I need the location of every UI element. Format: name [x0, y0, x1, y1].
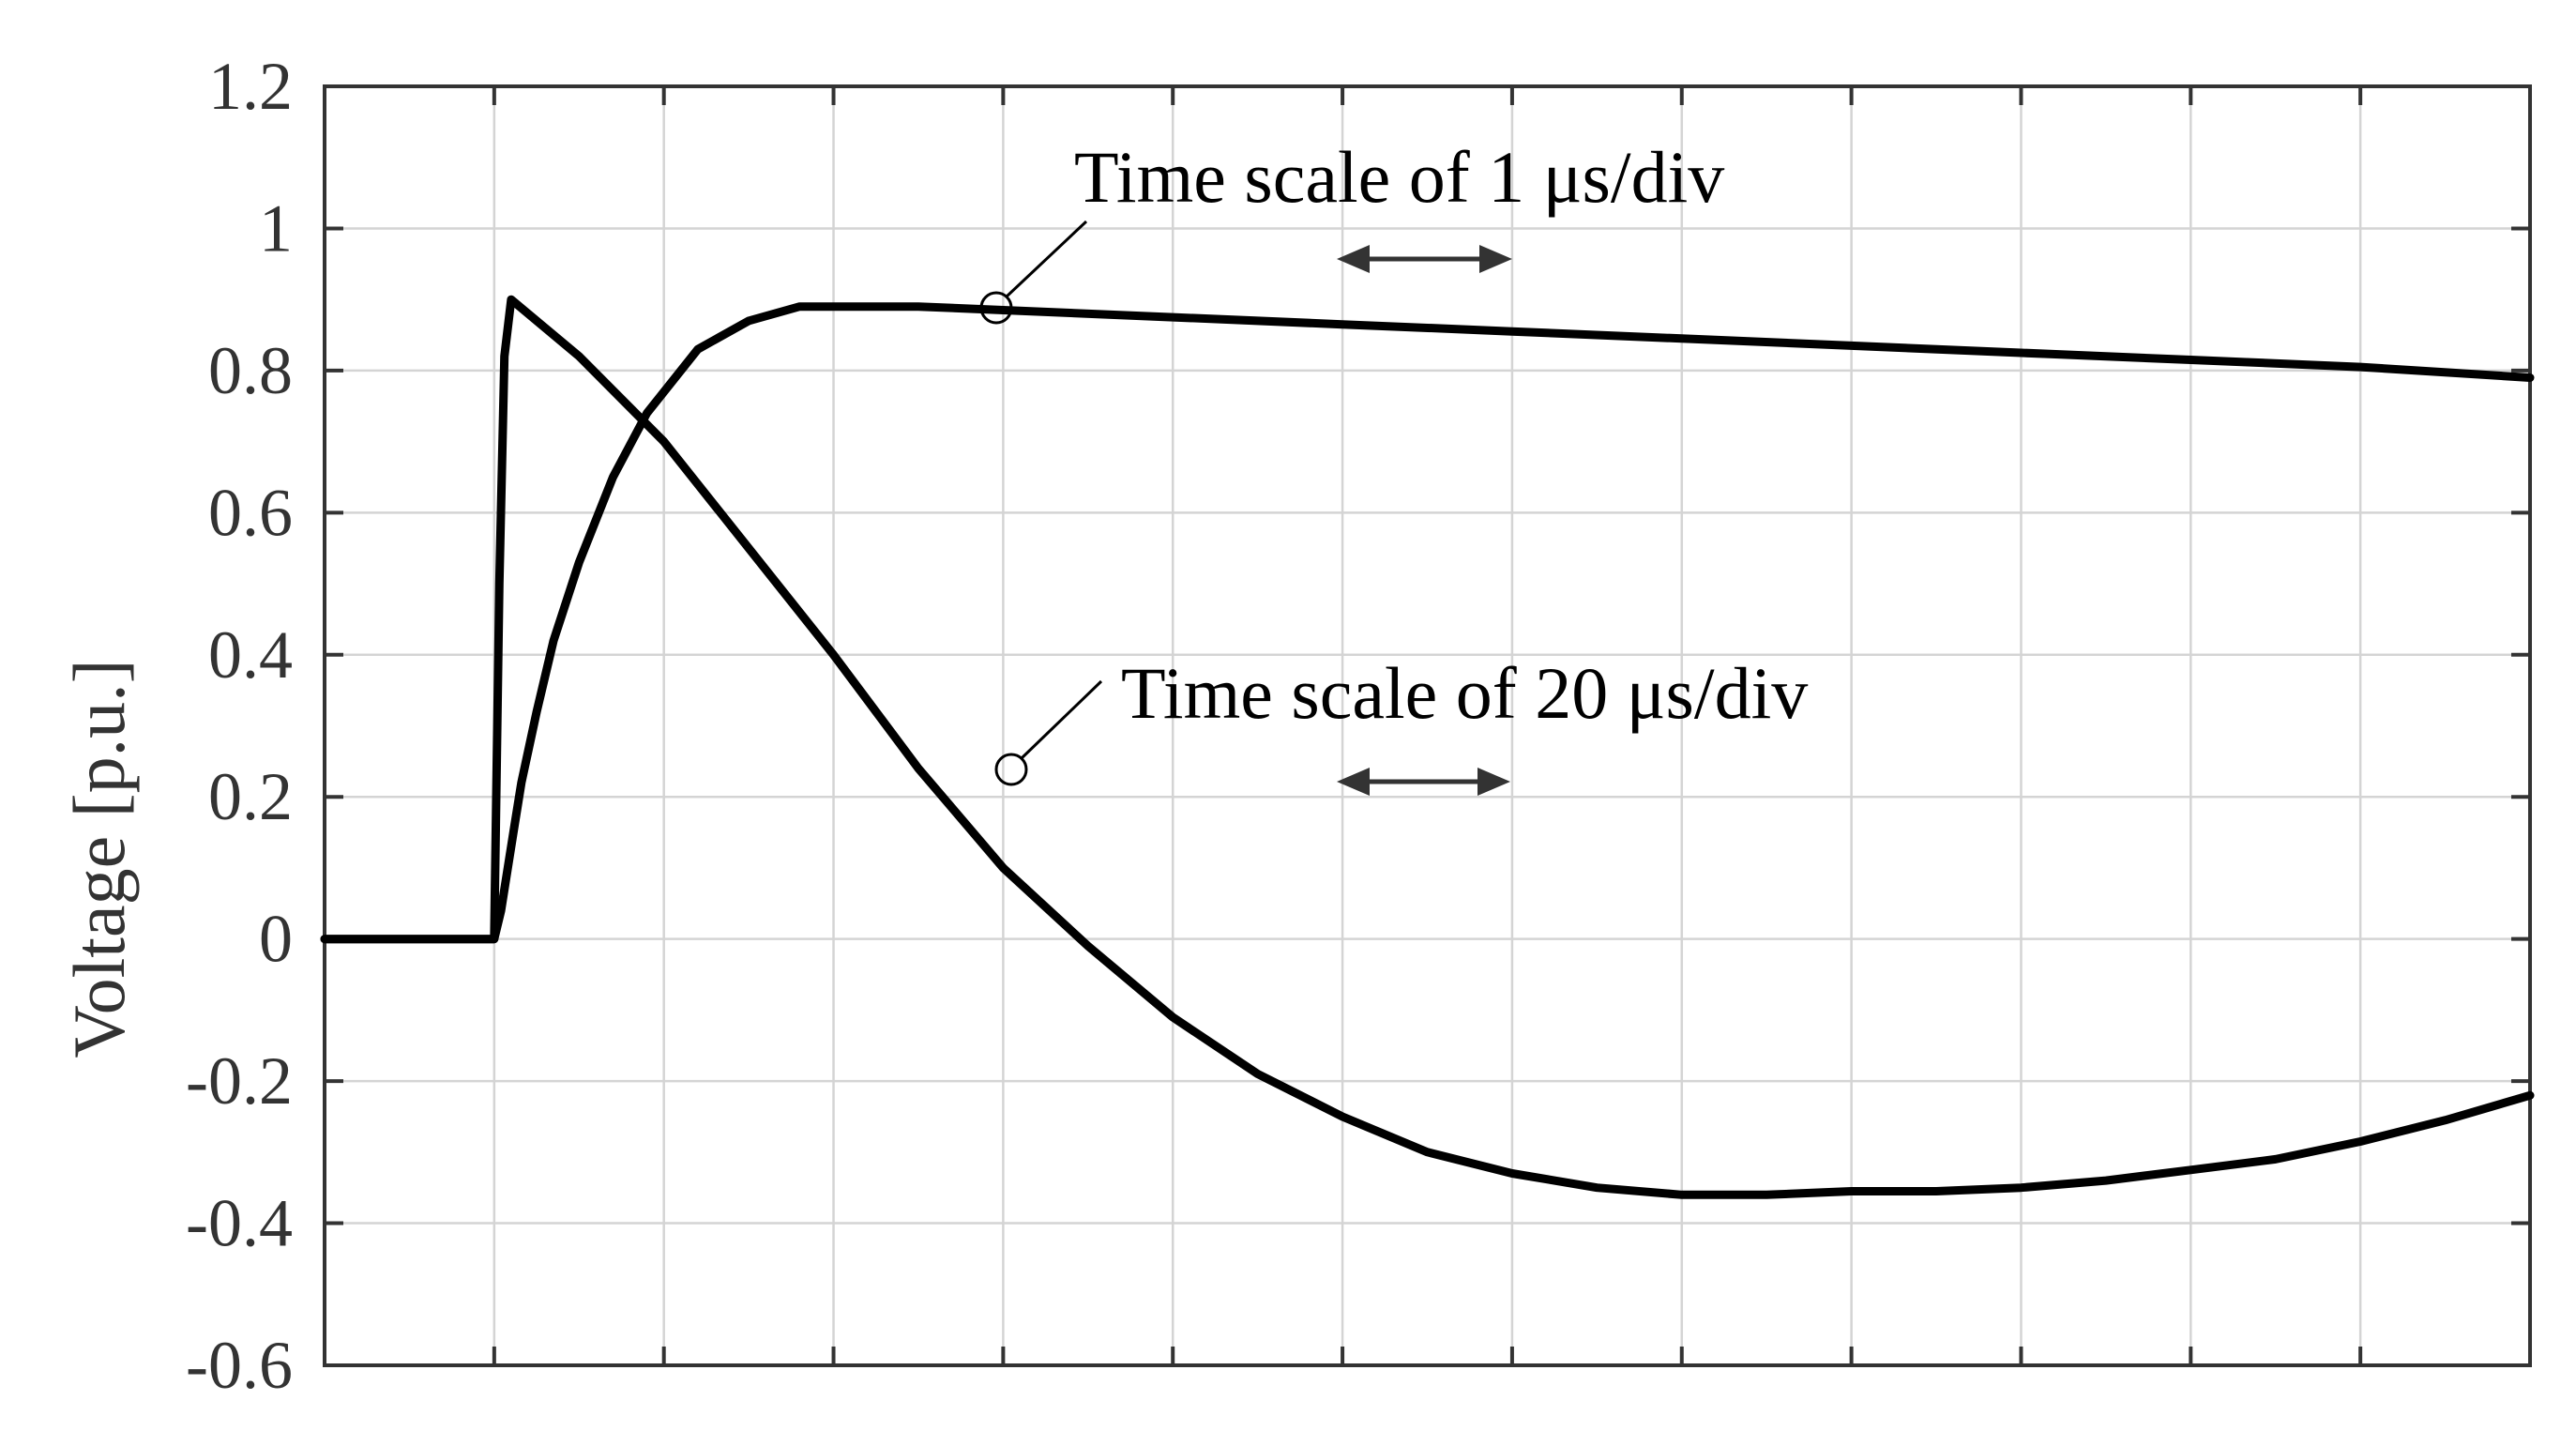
annotation-20us-marker — [994, 753, 1028, 786]
double-arrow-1us — [1337, 245, 1512, 273]
series-line-1 — [320, 302, 2535, 944]
annotation-20us-leader — [1020, 679, 1103, 760]
y-tick-label: 0.4 — [208, 617, 293, 693]
y-axis-ticks — [325, 84, 2530, 1367]
y-tick-label: 1 — [259, 190, 293, 266]
annotation-20us: Time scale of 20 μs/div — [994, 652, 1808, 796]
y-tick-label: 1.2 — [208, 49, 293, 124]
y-tick-label: -0.6 — [186, 1328, 293, 1403]
y-tick-label: 0.6 — [208, 475, 293, 550]
y-tick-label: -0.2 — [186, 1043, 293, 1119]
annotation-1us: Time scale of 1 μs/div — [979, 136, 1724, 325]
y-axis-tick-labels: 1.2 1 0.8 0.6 0.4 0.2 0 -0.2 -0.4 -0.6 — [186, 49, 293, 1403]
y-tick-label: 0 — [259, 902, 293, 977]
y-tick-label: -0.4 — [186, 1186, 293, 1261]
y-axis-label: Voltage [p.u.] — [58, 659, 140, 1058]
series-layer — [320, 295, 2535, 1199]
annotation-1us-leader — [1005, 220, 1088, 298]
annotation-20us-label: Time scale of 20 μs/div — [1121, 652, 1808, 734]
x-axis-ticks — [323, 86, 2532, 1365]
series-line-2 — [320, 295, 2535, 1199]
annotation-1us-label: Time scale of 1 μs/div — [1074, 136, 1724, 218]
double-arrow-20us — [1337, 768, 1510, 796]
y-tick-label: 0.2 — [208, 759, 293, 834]
y-tick-label: 0.8 — [208, 333, 293, 408]
annotation-1us-marker — [979, 291, 1013, 325]
plot-frame — [323, 84, 2532, 1367]
